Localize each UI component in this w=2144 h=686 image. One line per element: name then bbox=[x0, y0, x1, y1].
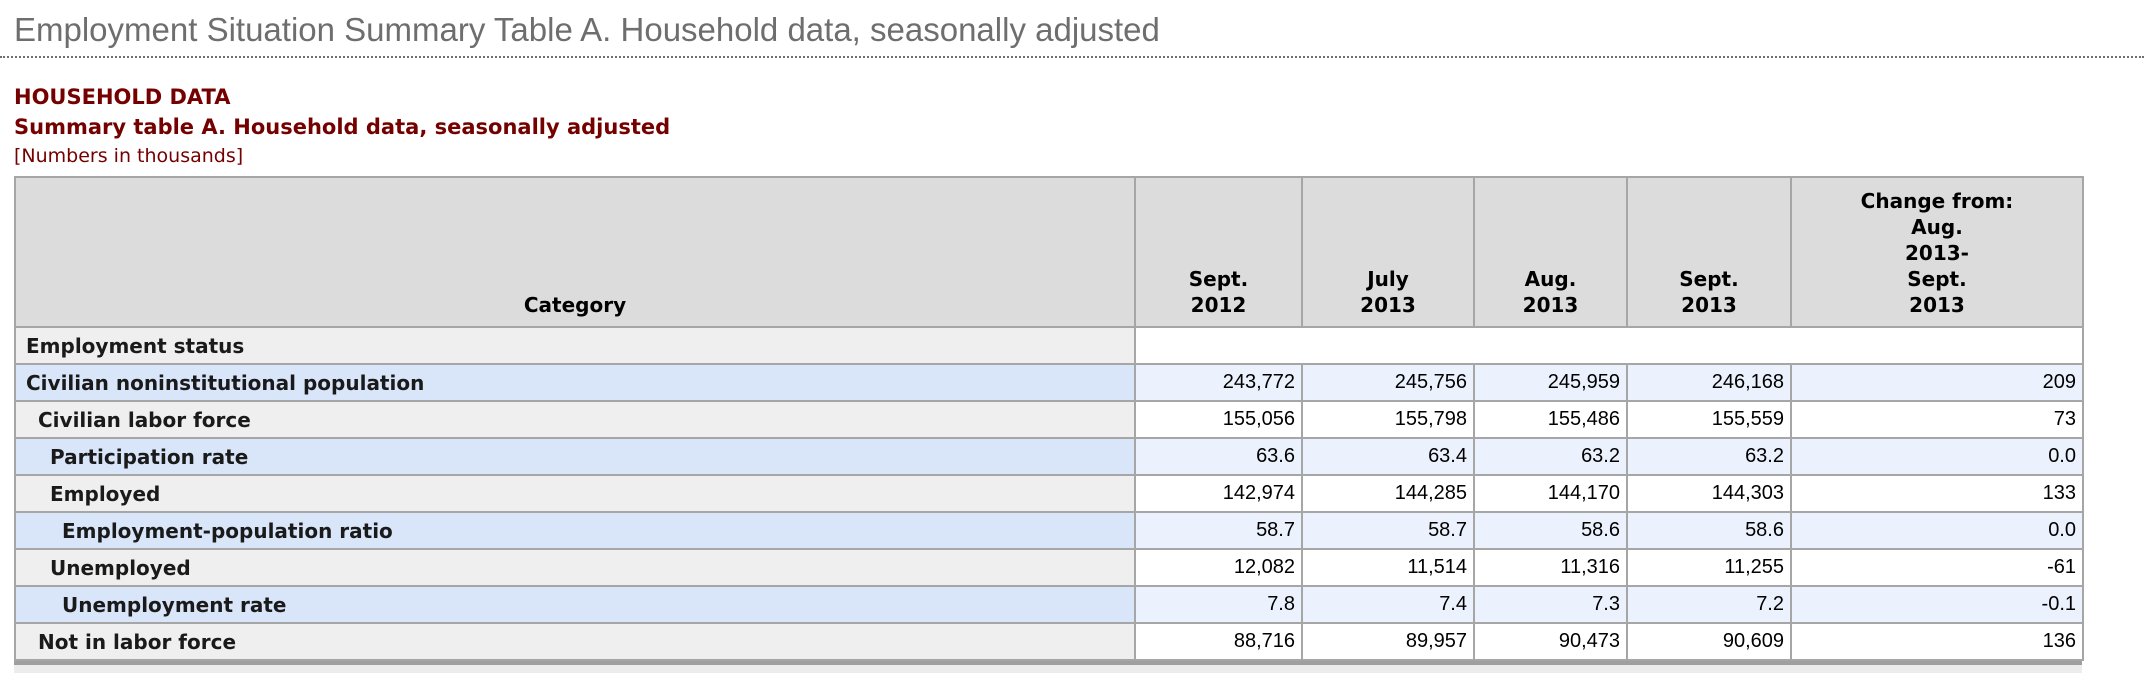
cell-value: 12,082 bbox=[1134, 548, 1303, 587]
cell-value: 7.8 bbox=[1134, 585, 1303, 624]
column-header: July 2013 bbox=[1301, 176, 1475, 328]
cell-value: 11,255 bbox=[1626, 548, 1792, 587]
cell-value: 155,798 bbox=[1301, 400, 1475, 439]
cell-value: 58.7 bbox=[1134, 511, 1303, 550]
cell-value: 11,316 bbox=[1473, 548, 1628, 587]
next-section-sliver bbox=[14, 661, 2082, 673]
cell-value: 58.6 bbox=[1626, 511, 1792, 550]
cell-value: 7.3 bbox=[1473, 585, 1628, 624]
cell-value: 245,959 bbox=[1473, 363, 1628, 402]
household-data-table: Category Sept. 2012 July 2013 Aug. 2013 Sept. 20… bbox=[14, 176, 2084, 661]
cell-value: 63.4 bbox=[1301, 437, 1475, 476]
cell-value: 142,974 bbox=[1134, 474, 1303, 513]
cell-value: 63.2 bbox=[1473, 437, 1628, 476]
cell-value: 243,772 bbox=[1134, 363, 1303, 402]
cell-value: 209 bbox=[1790, 363, 2084, 402]
row-label: Civilian noninstitutional population bbox=[14, 363, 1136, 402]
table-row: Not in labor force 88,716 89,957 90,473 90,6… bbox=[14, 622, 2084, 661]
cell-value: 63.2 bbox=[1626, 437, 1792, 476]
column-header: Aug. 2013 bbox=[1473, 176, 1628, 328]
cell-value: 58.6 bbox=[1473, 511, 1628, 550]
table-row: Employed 142,974 144,285 144,170 144,303 133 bbox=[14, 474, 2084, 513]
cell-value: 58.7 bbox=[1301, 511, 1475, 550]
row-label: Employment-population ratio bbox=[14, 511, 1136, 550]
cell-value: 155,486 bbox=[1473, 400, 1628, 439]
cell-value: -0.1 bbox=[1790, 585, 2084, 624]
row-label: Employment status bbox=[14, 326, 1136, 365]
category-column-header: Category bbox=[14, 176, 1136, 328]
column-header: Change from: Aug. 2013- Sept. 2013 bbox=[1790, 176, 2084, 328]
cell-value: 7.2 bbox=[1626, 585, 1792, 624]
cell-value: 144,303 bbox=[1626, 474, 1792, 513]
column-header: Sept. 2012 bbox=[1134, 176, 1303, 328]
cell-value: 246,168 bbox=[1626, 363, 1792, 402]
column-header: Sept. 2013 bbox=[1626, 176, 1792, 328]
row-label: Employed bbox=[14, 474, 1136, 513]
table-row: Employment-population ratio 58.7 58.7 58.6 5… bbox=[14, 511, 2084, 550]
cell-value: 88,716 bbox=[1134, 622, 1303, 661]
cell-value: 155,559 bbox=[1626, 400, 1792, 439]
row-label: Unemployment rate bbox=[14, 585, 1136, 624]
cell-value: -61 bbox=[1790, 548, 2084, 587]
cell-value: 63.6 bbox=[1134, 437, 1303, 476]
table-row: Civilian labor force 155,056 155,798 155,48… bbox=[14, 400, 2084, 439]
empty-data-cell bbox=[1134, 326, 2084, 365]
table-heading-block: HOUSEHOLD DATA Summary table A. Househol… bbox=[14, 82, 2144, 170]
cell-value: 133 bbox=[1790, 474, 2084, 513]
cell-value: 11,514 bbox=[1301, 548, 1475, 587]
page-title: Employment Situation Summary Table A. Ho… bbox=[0, 0, 2144, 58]
cell-value: 0.0 bbox=[1790, 437, 2084, 476]
cell-value: 245,756 bbox=[1301, 363, 1475, 402]
table-row: Unemployed 12,082 11,514 11,316 11,255 -61 bbox=[14, 548, 2084, 587]
cell-value: 7.4 bbox=[1301, 585, 1475, 624]
table-row: Civilian noninstitutional population 243,… bbox=[14, 363, 2084, 402]
row-label: Participation rate bbox=[14, 437, 1136, 476]
section-heading: HOUSEHOLD DATA bbox=[14, 85, 231, 109]
table-row: Unemployment rate 7.8 7.4 7.3 7.2 -0.1 bbox=[14, 585, 2084, 624]
column-header-row: Category Sept. 2012 July 2013 Aug. 2013 Sept. 20… bbox=[14, 176, 2084, 328]
cell-value: 144,285 bbox=[1301, 474, 1475, 513]
cell-value: 155,056 bbox=[1134, 400, 1303, 439]
units-note: [Numbers in thousands] bbox=[14, 145, 244, 167]
cell-value: 89,957 bbox=[1301, 622, 1475, 661]
cell-value: 73 bbox=[1790, 400, 2084, 439]
table-row: Employment status bbox=[14, 326, 2084, 365]
row-label: Civilian labor force bbox=[14, 400, 1136, 439]
row-label: Unemployed bbox=[14, 548, 1136, 587]
cell-value: 0.0 bbox=[1790, 511, 2084, 550]
table-subtitle: Summary table A. Household data, seasona… bbox=[14, 115, 671, 139]
cell-value: 90,473 bbox=[1473, 622, 1628, 661]
row-label: Not in labor force bbox=[14, 622, 1136, 661]
table-row: Participation rate 63.6 63.4 63.2 63.2 0.0 bbox=[14, 437, 2084, 476]
cell-value: 144,170 bbox=[1473, 474, 1628, 513]
cell-value: 136 bbox=[1790, 622, 2084, 661]
cell-value: 90,609 bbox=[1626, 622, 1792, 661]
